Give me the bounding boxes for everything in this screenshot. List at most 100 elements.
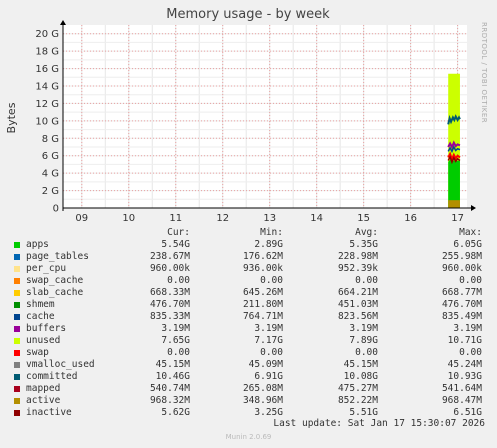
x-tick-label: 14 [310, 213, 323, 224]
legend-min: 3.19M [254, 323, 283, 334]
legend-name: buffers [26, 323, 67, 334]
legend-max: 10.71G [447, 335, 482, 346]
legend-row-slab-cache: slab_cache 668.33M 645.26M 664.21M 668.77M [12, 287, 490, 299]
legend-swatch [14, 302, 20, 308]
legend-max: 476.70M [441, 299, 482, 310]
legend-row-cache: cache 835.33M 764.71M 823.56M 835.49M [12, 311, 490, 323]
last-update-text: Last update: Sat Jan 17 15:30:07 2026 [273, 418, 485, 429]
y-axis-ticks: 0 2 G 4 G 6 G 8 G 10 G 12 G 14 G 16 G 18 G 20 G [35, 29, 59, 214]
legend-name: inactive [26, 407, 72, 418]
legend-swatch [14, 362, 20, 368]
series-active-area [448, 200, 460, 208]
legend-name: cache [26, 311, 55, 322]
y-tick-label: 20 G [35, 29, 59, 40]
x-tick-label: 16 [404, 213, 417, 224]
legend-max: 835.49M [441, 311, 482, 322]
y-tick-label: 14 G [35, 82, 59, 93]
legend-avg: 5.35G [349, 239, 378, 250]
legend-min: 764.71M [242, 311, 283, 322]
legend-cur: 960.00k [149, 263, 190, 274]
legend-swatch [14, 410, 20, 416]
legend-row-swap-cache: swap_cache 0.00 0.00 0.00 0.00 [12, 275, 490, 287]
legend-max: 45.24M [447, 359, 482, 370]
legend-min: 936.00k [242, 263, 283, 274]
legend-avg: 952.39k [337, 263, 378, 274]
series-swap-line [447, 151, 461, 162]
y-tick-label: 0 [53, 204, 59, 215]
munin-version: Munin 2.0.69 [225, 433, 272, 441]
legend-name: swap [26, 347, 49, 358]
legend-max: 968.47M [441, 395, 482, 406]
legend-min: 6.91G [254, 371, 283, 382]
legend-min: 265.08M [242, 383, 283, 394]
legend-avg: 451.03M [337, 299, 378, 310]
series-inactive-line [447, 155, 461, 165]
legend-row-vmalloc-used: vmalloc_used 45.15M 45.09M 45.15M 45.24M [12, 359, 490, 371]
y-tick-label: 2 G [42, 186, 59, 197]
series-cache-line [447, 145, 461, 154]
legend-min: 176.62M [242, 251, 283, 262]
legend-swatch [14, 398, 20, 404]
y-tick-label: 4 G [42, 169, 59, 180]
y-tick-label: 18 G [35, 47, 59, 58]
legend-cur: 476.70M [149, 299, 190, 310]
legend-max: 0.00 [459, 275, 482, 286]
x-tick-label: 15 [357, 213, 370, 224]
legend-cur: 5.54G [161, 239, 190, 250]
x-tick-label: 11 [169, 213, 182, 224]
x-tick-label: 09 [75, 213, 88, 224]
legend-min: 7.17G [254, 335, 283, 346]
legend-cur: 7.65G [161, 335, 190, 346]
legend-swatch [14, 326, 20, 332]
y-tick-label: 8 G [42, 134, 59, 145]
legend-max: 255.98M [441, 251, 482, 262]
series-committed-line [447, 114, 461, 125]
legend-name: apps [26, 239, 49, 250]
legend: Cur: Min: Avg: Max: apps 5.54G 2.89G 5.35G 6… [12, 227, 490, 419]
legend-row-swap: swap 0.00 0.00 0.00 0.00 [12, 347, 490, 359]
legend-row-apps: apps 5.54G 2.89G 5.35G 6.05G [12, 239, 490, 251]
grid [63, 25, 467, 208]
x-tick-label: 17 [451, 213, 464, 224]
legend-max: 10.93G [447, 371, 482, 382]
legend-max: 960.00k [441, 263, 482, 274]
legend-avg: 475.27M [337, 383, 378, 394]
legend-cur: 540.74M [149, 383, 190, 394]
y-tick-label: 16 G [35, 64, 59, 75]
legend-swatch [14, 290, 20, 296]
legend-min: 348.96M [242, 395, 283, 406]
chart-title: Memory usage - by week [166, 7, 330, 22]
legend-swatch [14, 350, 20, 356]
legend-cur: 10.46G [155, 371, 190, 382]
x-tick-label: 13 [263, 213, 276, 224]
legend-row-inactive: inactive 5.62G 3.25G 5.51G 6.51G [12, 407, 490, 419]
x-axis-ticks: 09 10 11 12 13 14 15 16 17 [75, 213, 464, 224]
header-avg: Avg: [355, 227, 378, 238]
legend-cur: 238.67M [149, 251, 190, 262]
legend-avg: 852.22M [337, 395, 378, 406]
plot-area [63, 25, 467, 208]
legend-name: page_tables [26, 251, 89, 262]
series-apps-area [448, 159, 460, 208]
legend-row-committed: committed 10.46G 6.91G 10.08G 10.93G [12, 371, 490, 383]
last-update: Last update: Sat Jan 17 15:30:07 2026 [0, 418, 497, 430]
legend-avg: 45.15M [343, 359, 378, 370]
legend-max: 3.19M [453, 323, 482, 334]
rrdtool-side-label: RRDTOOL / TOBI OETIKER [480, 22, 488, 123]
legend-avg: 0.00 [355, 347, 378, 358]
y-axis-label: Bytes [5, 102, 18, 133]
legend-avg: 7.89G [349, 335, 378, 346]
legend-row-buffers: buffers 3.19M 3.19M 3.19M 3.19M [12, 323, 490, 335]
legend-max: 541.64M [441, 383, 482, 394]
legend-cur: 668.33M [149, 287, 190, 298]
legend-header: Cur: Min: Avg: Max: [12, 227, 490, 239]
legend-min: 0.00 [260, 275, 283, 286]
legend-swatch [14, 338, 20, 344]
legend-cur: 968.32M [149, 395, 190, 406]
legend-cur: 45.15M [155, 359, 190, 370]
legend-rows: apps 5.54G 2.89G 5.35G 6.05G page_tables 238.6… [12, 239, 490, 419]
legend-avg: 3.19M [349, 323, 378, 334]
legend-cur: 0.00 [167, 275, 190, 286]
legend-min: 2.89G [254, 239, 283, 250]
y-tick-label: 6 G [42, 151, 59, 162]
